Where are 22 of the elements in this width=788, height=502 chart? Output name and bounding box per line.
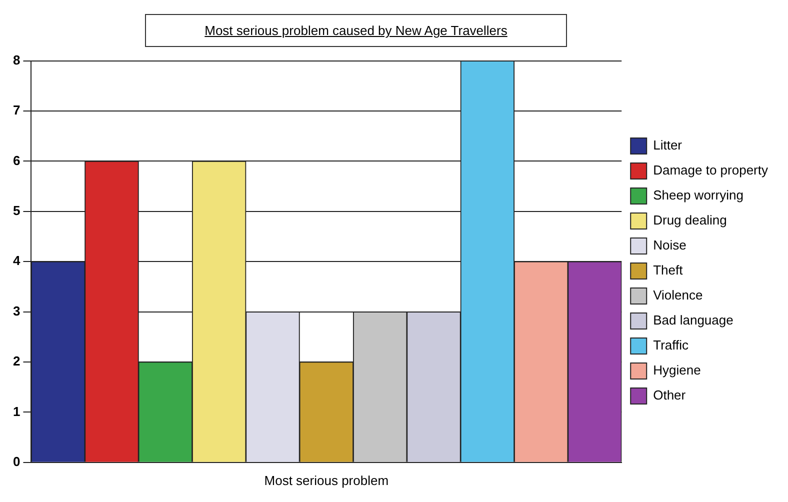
y-tick-label: 1 [12,404,20,419]
x-tick-label: Most serious problem [264,472,389,488]
legend-label: Noise [653,238,686,253]
y-tick-label: 6 [12,152,20,168]
legend-label: Hygiene [653,362,701,378]
legend-label: Sheep worrying [653,188,744,203]
y-tick-label: 5 [12,202,20,218]
legend-label: Damage to property [653,162,768,178]
y-tick-label: 0 [12,454,20,469]
legend-label: Traffic [653,338,689,353]
y-tick-label: 2 [12,354,20,369]
legend-label: Other [653,388,686,403]
chart-title: Most serious problem caused by New Age Travellers [145,14,567,47]
y-tick-label: 8 [12,52,20,68]
y-tick-label: 7 [12,102,20,118]
y-tick-label: 4 [12,253,21,268]
legend-label: Drug dealing [653,212,727,228]
legend-label: Theft [653,262,684,278]
legend-label: Bad language [653,312,734,328]
y-tick-label: 3 [12,303,20,318]
legend-label: Violence [653,288,703,303]
legend-label: Litter [653,138,683,153]
